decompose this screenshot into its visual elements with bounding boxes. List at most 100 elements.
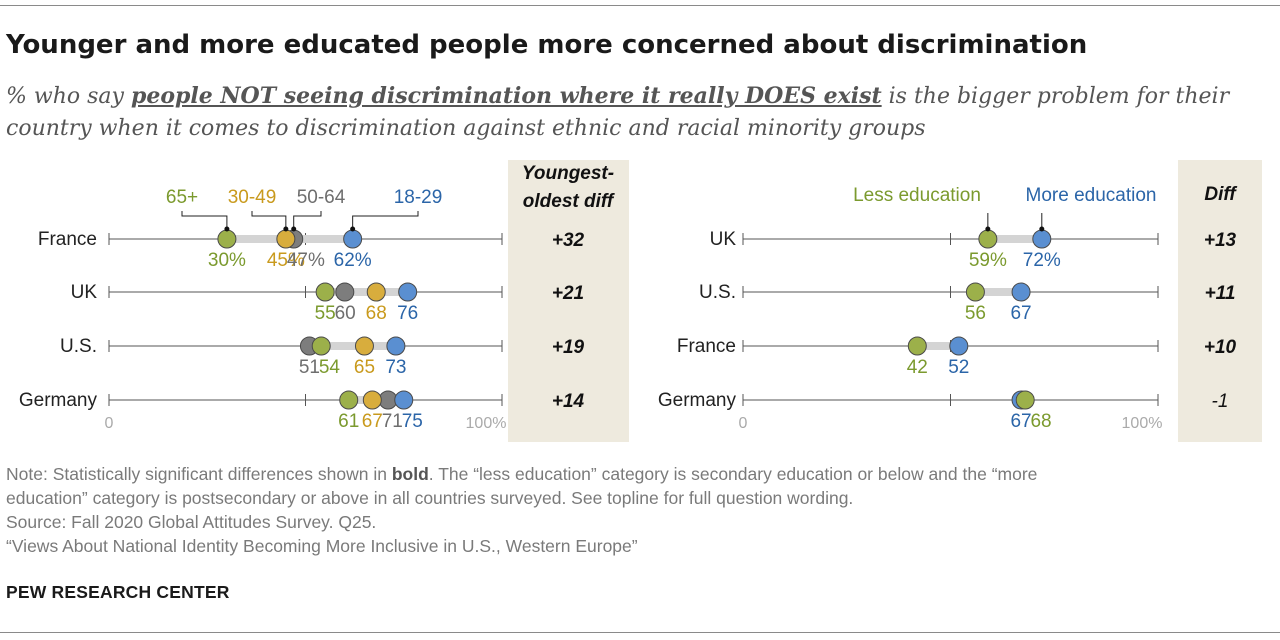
legend-age_65plus: 65+ bbox=[166, 187, 198, 208]
range-bar bbox=[987, 235, 1042, 243]
diff-value: -1 bbox=[1212, 391, 1229, 412]
diff-value: +21 bbox=[552, 283, 584, 304]
value-label: 72% bbox=[1023, 250, 1061, 271]
legend-leader bbox=[293, 211, 322, 229]
note-prefix: Note: Statistically significant differen… bbox=[6, 464, 392, 484]
diff-value: +32 bbox=[552, 230, 585, 251]
data-point-age_65plus bbox=[315, 282, 335, 302]
value-label: 67 bbox=[1010, 303, 1031, 324]
chart-title: Younger and more educated people more co… bbox=[6, 30, 1088, 60]
value-label: 51 bbox=[299, 357, 320, 378]
value-label: 65 bbox=[354, 357, 375, 378]
diff-header-education: Diff bbox=[1204, 184, 1237, 205]
subtitle-emphasis: people NOT seeing discrimination where i… bbox=[130, 83, 882, 109]
brand-logo-text: PEW RESEARCH CENTER bbox=[6, 582, 230, 602]
report-title: “Views About National Identity Becoming … bbox=[6, 536, 638, 556]
range-bar bbox=[309, 342, 396, 350]
data-point-age_30_49 bbox=[366, 282, 386, 302]
value-label: 67 bbox=[362, 411, 383, 432]
country-label: France bbox=[38, 229, 97, 250]
value-label: 67 bbox=[1010, 411, 1031, 432]
top-rule bbox=[0, 5, 1280, 6]
country-label: U.S. bbox=[60, 336, 97, 357]
diff-value: +13 bbox=[1204, 230, 1237, 251]
axis-label-min: 0 bbox=[105, 415, 114, 432]
notes-block: Note: Statistically significant differen… bbox=[6, 462, 1246, 558]
value-label: 56 bbox=[965, 303, 986, 324]
legend-less_education: Less education bbox=[853, 185, 981, 206]
subtitle-suffix: is the bigger problem for their country … bbox=[6, 84, 1230, 141]
value-label: 68 bbox=[1030, 411, 1051, 432]
diff-column-age bbox=[508, 160, 629, 442]
legend-age_18_29: 18-29 bbox=[394, 187, 443, 208]
legend-leader bbox=[251, 211, 287, 229]
value-label: 55 bbox=[315, 303, 336, 324]
data-point-age_18_29 bbox=[386, 336, 406, 356]
data-point-age_18_29 bbox=[343, 229, 363, 249]
value-label: 61 bbox=[338, 411, 359, 432]
country-label: UK bbox=[71, 282, 98, 303]
legend-leader bbox=[181, 211, 228, 229]
data-point-less_education bbox=[1015, 390, 1035, 410]
legend-leader-dot bbox=[985, 226, 991, 232]
data-point-age_30_49 bbox=[276, 229, 296, 249]
axis-label-min: 0 bbox=[739, 415, 748, 432]
value-label: 71 bbox=[382, 411, 403, 432]
diff-header-age: Youngest- bbox=[522, 163, 614, 184]
data-point-more_education bbox=[1032, 229, 1052, 249]
range-bar bbox=[975, 288, 1022, 296]
data-point-age_30_49 bbox=[362, 390, 382, 410]
legend-leader-dot bbox=[1039, 226, 1045, 232]
value-label: 45% bbox=[267, 250, 305, 271]
legend-leader-dot bbox=[291, 226, 297, 232]
legend-leader-dot bbox=[283, 226, 289, 232]
chart-subtitle: % who say people NOT seeing discriminati… bbox=[6, 80, 1246, 145]
data-point-age_30_49 bbox=[354, 336, 374, 356]
data-point-less_education bbox=[978, 229, 998, 249]
note-suffix: . The “less education” category is secon… bbox=[428, 464, 1038, 484]
value-label: 60 bbox=[335, 303, 356, 324]
data-point-age_65plus bbox=[311, 336, 331, 356]
legend-leader-dot bbox=[350, 226, 356, 232]
value-label: 30% bbox=[208, 250, 246, 271]
value-label: 47% bbox=[287, 250, 325, 271]
diff-value: +19 bbox=[552, 337, 585, 358]
axis-label-max: 100% bbox=[466, 415, 507, 432]
legend-leader bbox=[352, 211, 419, 229]
legend-more_education: More education bbox=[1026, 185, 1157, 206]
data-point-age_18_29 bbox=[398, 282, 418, 302]
axis-label-max: 100% bbox=[1122, 415, 1163, 432]
data-point-less_education bbox=[965, 282, 985, 302]
legend-age_30_49: 30-49 bbox=[228, 187, 277, 208]
country-label: France bbox=[677, 336, 736, 357]
data-point-age_50_64 bbox=[335, 282, 355, 302]
data-point-age_65plus bbox=[339, 390, 359, 410]
diff-column-education bbox=[1178, 160, 1262, 442]
value-label: 59% bbox=[969, 250, 1007, 271]
country-label: Germany bbox=[658, 390, 737, 411]
legend-age_50_64: 50-64 bbox=[297, 187, 346, 208]
note-line-1: Note: Statistically significant differen… bbox=[6, 462, 1246, 486]
value-label: 62% bbox=[334, 250, 372, 271]
source-line: Source: Fall 2020 Global Attitudes Surve… bbox=[6, 512, 377, 532]
value-label: 42 bbox=[907, 357, 928, 378]
value-label: 76 bbox=[397, 303, 418, 324]
data-point-less_education bbox=[907, 336, 927, 356]
note-line-2: education” category is postsecondary or … bbox=[6, 488, 854, 508]
value-label: 68 bbox=[366, 303, 387, 324]
country-label: U.S. bbox=[699, 282, 736, 303]
value-label: 52 bbox=[948, 357, 969, 378]
value-label: 73 bbox=[385, 357, 406, 378]
dot-plot-charts: Youngest-oldest diff France 30% 45%47% 62% +3… bbox=[19, 160, 1262, 442]
country-label: UK bbox=[710, 229, 737, 250]
data-point-more_education bbox=[1011, 282, 1031, 302]
data-point-age_65plus bbox=[217, 229, 237, 249]
diff-value: +11 bbox=[1205, 283, 1236, 304]
value-label: 75 bbox=[402, 411, 423, 432]
subtitle-prefix: % who say bbox=[6, 84, 131, 109]
legend-leader-dot bbox=[224, 226, 230, 232]
bottom-rule bbox=[0, 632, 1280, 633]
note-bold: bold bbox=[391, 464, 429, 484]
diff-value: +10 bbox=[1204, 337, 1237, 358]
value-label: 54 bbox=[319, 357, 341, 378]
